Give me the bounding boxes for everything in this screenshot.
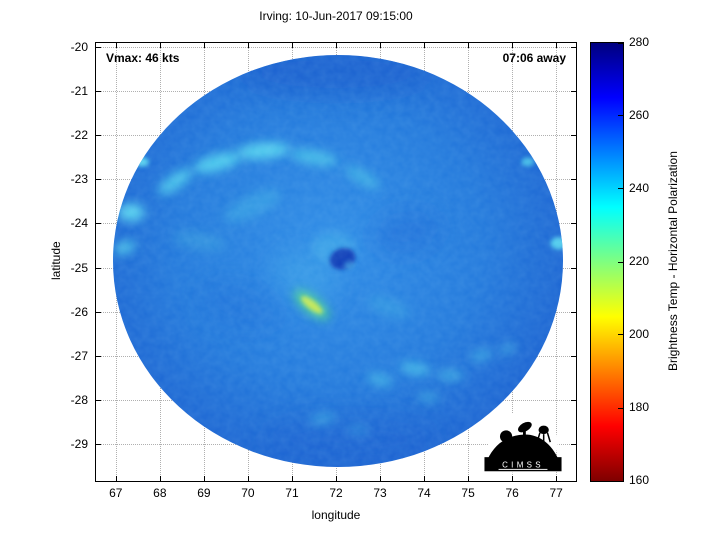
vmax-annotation: Vmax: 46 kts <box>106 51 180 65</box>
x-tick-mark <box>203 476 205 481</box>
x-tick-label: 67 <box>109 486 123 500</box>
y-tick-label: -28 <box>70 392 88 407</box>
colorbar-tick-mark <box>618 334 623 336</box>
y-tick-label: -23 <box>70 172 88 187</box>
y-tick-label: -27 <box>70 348 88 363</box>
y-tick-mark <box>571 91 576 93</box>
x-tick-mark <box>115 476 117 481</box>
y-tick-mark <box>571 443 576 445</box>
x-tick-mark <box>336 43 337 48</box>
y-tick-label: -20 <box>70 40 88 55</box>
x-tick-mark <box>512 476 514 481</box>
colorbar-tick-mark <box>618 480 623 482</box>
x-tick-mark <box>115 43 117 48</box>
x-tick-label: 73 <box>373 486 387 500</box>
y-tick-label: -26 <box>70 304 88 319</box>
x-tick-mark <box>159 476 161 481</box>
x-tick-mark <box>468 43 470 48</box>
x-tick-mark <box>424 476 426 481</box>
x-tick-mark <box>512 43 514 48</box>
logo-underline <box>498 468 548 470</box>
y-tick-mark <box>96 443 101 445</box>
x-tick-mark <box>556 43 558 48</box>
colorbar-tick-mark <box>618 407 623 409</box>
y-tick-mark <box>571 135 576 137</box>
x-tick-label: 74 <box>417 486 431 500</box>
plot-area: Vmax: 46 kts 07:06 away CIMSS 67 68 69 70 71… <box>71 40 577 500</box>
y-tick-mark <box>571 179 576 181</box>
x-tick-mark <box>247 43 249 48</box>
y-tick-mark <box>96 223 101 225</box>
colorbar-tick-label: 280 <box>629 35 650 49</box>
x-tick-mark <box>380 43 382 48</box>
logo-text: CIMSS <box>502 461 544 470</box>
y-tick-mark <box>96 267 101 269</box>
x-tick-mark <box>203 43 205 48</box>
logo-banner <box>484 457 562 472</box>
x-tick-mark <box>380 476 382 481</box>
logo-dish-mast <box>523 428 526 438</box>
x-tick-mark <box>247 476 249 481</box>
colorbar-tick-label: 180 <box>629 400 650 414</box>
colorbar-tick-mark <box>618 115 623 117</box>
y-tick-mark <box>96 135 101 137</box>
y-tick-mark <box>571 47 576 49</box>
y-tick-label: -21 <box>70 84 88 99</box>
cimss-logo: CIMSS <box>484 412 562 475</box>
x-tick-label: 77 <box>549 486 563 500</box>
y-tick-label: -29 <box>70 436 88 451</box>
satellite-swath-image <box>113 55 563 467</box>
x-tick-mark <box>468 476 470 481</box>
y-tick-mark <box>96 311 101 313</box>
x-tick-mark <box>159 43 161 48</box>
colorbar-gradient <box>591 43 623 481</box>
x-tick-label: 75 <box>461 486 475 500</box>
x-tick-label: 72 <box>329 486 343 500</box>
logo-dome-icon <box>499 430 513 443</box>
colorbar-tick-mark <box>618 188 623 190</box>
y-tick-label: -24 <box>70 216 88 231</box>
swath-noise-texture <box>113 55 563 467</box>
x-tick-mark <box>424 43 426 48</box>
y-tick-mark <box>96 179 101 181</box>
colorbar-tick-label: 260 <box>629 107 650 122</box>
x-tick-mark <box>291 43 293 48</box>
colorbar <box>590 42 624 482</box>
colorbar-tick-label: 160 <box>629 473 650 487</box>
y-tick-mark <box>96 47 101 49</box>
y-tick-mark <box>96 91 101 93</box>
x-tick-label: 69 <box>197 486 211 500</box>
x-axis-label: longitude <box>311 508 361 522</box>
x-tick-label: 76 <box>505 486 519 500</box>
eta-annotation: 07:06 away <box>502 51 566 65</box>
plot-title: Irving: 10-Jun-2017 09:15:00 <box>259 9 413 23</box>
y-tick-label: -22 <box>70 128 88 143</box>
colorbar-label: Brightness Temp - Horizontal Polarizatio… <box>666 151 680 371</box>
y-tick-mark <box>96 355 101 357</box>
logo-tower-legs <box>536 432 551 444</box>
colorbar-tick-label: 220 <box>629 254 650 268</box>
y-tick-mark <box>571 223 576 225</box>
y-tick-mark <box>571 355 576 357</box>
x-tick-mark <box>336 476 337 481</box>
x-tick-mark <box>556 476 558 481</box>
x-tick-label: 70 <box>241 486 255 500</box>
colorbar-tick-label: 240 <box>629 180 650 195</box>
y-tick-mark <box>571 311 576 313</box>
colorbar-tick-labels: 160 180 200 220 240 260 280 <box>629 35 665 487</box>
y-axis-label: latitude <box>49 241 63 281</box>
x-tick-mark <box>291 476 293 481</box>
logo-dish-icon <box>518 421 532 433</box>
y-tick-mark <box>571 399 576 401</box>
colorbar-tick-mark <box>618 42 623 44</box>
colorbar-tick-label: 200 <box>629 326 650 341</box>
colorbar-tick-mark <box>618 261 623 263</box>
logo-water-tower-icon <box>538 425 549 435</box>
x-tick-label: 71 <box>285 486 299 500</box>
y-tick-mark <box>96 399 101 401</box>
y-tick-label: -25 <box>70 260 88 275</box>
x-tick-label: 68 <box>153 486 167 500</box>
y-tick-mark <box>571 267 576 269</box>
